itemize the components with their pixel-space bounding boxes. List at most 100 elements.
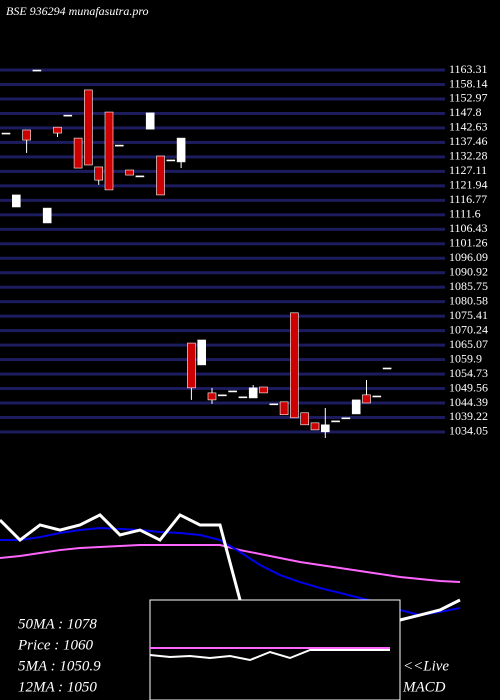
y-tick-label: 1054.73	[449, 366, 488, 380]
y-tick-label: 1080.58	[449, 293, 488, 307]
candle-body	[279, 401, 289, 416]
info-label: Price : 1060	[17, 637, 93, 653]
grid-line	[0, 213, 445, 217]
candle-body	[104, 111, 114, 191]
y-tick-label: 1075.41	[449, 308, 488, 322]
info-label: 12MA : 1050	[18, 679, 97, 695]
y-tick-label: 1039.22	[449, 409, 488, 423]
y-tick-label: 1065.07	[449, 337, 488, 351]
candle-body	[156, 155, 165, 196]
y-tick-label: 1132.28	[449, 149, 488, 163]
candle-body	[238, 396, 248, 399]
grid-line	[0, 285, 445, 289]
grid-line	[0, 184, 445, 188]
y-tick-label: 1147.8	[449, 105, 482, 119]
candle-body	[84, 89, 93, 166]
candle-body	[166, 159, 176, 162]
grid-line	[0, 97, 445, 101]
candle-body	[176, 137, 186, 163]
grid-line	[0, 227, 445, 231]
candle-body	[207, 392, 217, 401]
macd-label: <<Live	[403, 658, 449, 674]
grid-line	[0, 329, 445, 333]
grid-line	[0, 300, 445, 304]
chart-title: BSE 936294 munafasutra.pro	[6, 4, 149, 18]
grid-line	[0, 401, 445, 405]
y-tick-label: 1127.11	[449, 163, 487, 177]
candle-body	[372, 395, 382, 398]
candle-body	[1, 132, 11, 135]
grid-line	[0, 430, 445, 434]
candle-body	[53, 126, 62, 134]
y-tick-label: 1121.94	[449, 178, 488, 192]
grid-line	[0, 271, 445, 275]
grid-line	[0, 140, 445, 144]
candle-body	[22, 129, 31, 141]
y-tick-label: 1116.77	[449, 192, 487, 206]
candle-body	[259, 386, 268, 394]
candle-body	[351, 399, 361, 415]
candle-body	[42, 207, 52, 224]
candle-body	[300, 412, 310, 426]
candle-body	[12, 194, 21, 208]
grid-line	[0, 358, 445, 362]
y-tick-label: 1090.92	[449, 264, 488, 278]
grid-line	[0, 242, 445, 246]
candle-body	[73, 137, 83, 169]
y-tick-label: 1034.05	[449, 424, 488, 438]
candle-body	[269, 403, 279, 406]
candle-body	[135, 175, 145, 178]
grid-line	[0, 111, 445, 115]
y-tick-label: 1163.31	[449, 62, 488, 76]
candle-body	[187, 342, 196, 389]
y-tick-label: 1101.26	[449, 236, 488, 250]
y-tick-label: 1070.24	[449, 322, 488, 336]
grid-line	[0, 314, 445, 318]
candle-body	[115, 144, 124, 147]
grid-line	[0, 169, 445, 173]
y-tick-label: 1096.09	[449, 250, 488, 264]
y-tick-label: 1152.97	[449, 91, 488, 105]
candle-body	[63, 114, 73, 117]
y-tick-label: 1137.46	[449, 134, 488, 148]
grid-line	[0, 68, 445, 72]
candle-body	[94, 166, 103, 181]
grid-line	[0, 256, 445, 260]
grid-line	[0, 372, 445, 376]
candle-body	[125, 169, 134, 176]
candle-body	[228, 390, 237, 393]
y-tick-label: 1111.6	[449, 207, 481, 221]
y-tick-label: 1044.39	[449, 395, 488, 409]
grid-line	[0, 126, 445, 130]
info-label: 5MA : 1050.9	[18, 658, 101, 674]
macd-label: MACD	[402, 679, 446, 695]
line	[149, 649, 390, 662]
candle-body	[331, 420, 340, 423]
y-tick-label: 1085.75	[449, 279, 488, 293]
candle-body	[310, 422, 320, 431]
info-label: 50MA : 1078	[18, 616, 97, 632]
candle-body	[320, 424, 330, 433]
grid-line	[0, 343, 445, 347]
y-tick-label: 1049.56	[449, 380, 488, 394]
candle-body	[382, 367, 392, 370]
y-tick-label: 1142.63	[449, 120, 488, 134]
y-tick-label: 1106.43	[449, 221, 488, 235]
grid-line	[0, 415, 445, 419]
line	[0, 543, 461, 584]
candle-body	[341, 417, 351, 420]
grid-line	[0, 198, 445, 202]
line	[0, 513, 461, 622]
grid-line	[0, 387, 445, 391]
candle-body	[145, 112, 155, 130]
grid-line	[0, 83, 445, 87]
grid-line	[0, 155, 445, 159]
candle-body	[218, 394, 227, 397]
candle-body	[197, 339, 206, 366]
y-tick-label: 1158.14	[449, 76, 488, 90]
candle-body	[290, 312, 299, 419]
candle-body	[32, 69, 42, 72]
candle-body	[362, 394, 371, 404]
